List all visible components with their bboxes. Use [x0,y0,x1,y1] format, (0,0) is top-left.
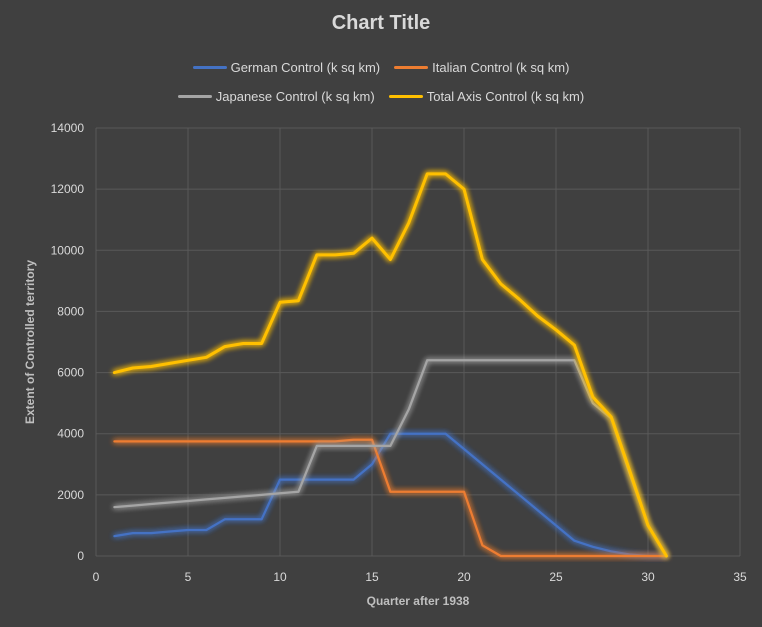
chart-title: Chart Title [331,12,431,34]
y-tick-label: 0 [77,549,84,563]
x-tick-label: 20 [457,570,471,584]
y-tick-label: 8000 [57,304,84,318]
y-tick-label: 10000 [51,243,85,257]
legend-label-total-axis: Total Axis Control (k sq km) [426,89,585,104]
x-tick-label: 30 [641,570,655,584]
legend-row-2: Japanese Control (k sq km) Total Axis Co… [0,89,762,104]
x-tick-label: 5 [185,570,192,584]
x-axis-title: Quarter after 1938 [367,594,470,608]
legend-swatch-german [192,66,227,69]
series-line-japanese [113,359,668,558]
x-tick-label: 25 [549,570,563,584]
legend-label-german: German Control (k sq km) [230,60,381,75]
x-tick-label: 15 [365,570,379,584]
y-tick-label: 2000 [57,488,84,502]
legend-label-italian: Italian Control (k sq km) [432,60,570,75]
legend: German Control (k sq km) Italian Control… [0,60,762,75]
y-tick-label: 4000 [57,427,84,441]
axes: 0 2000 4000 6000 8000 10000 12000 14000 0 5 10 15 20… [51,121,747,584]
legend-label-japanese: Japanese Control (k sq km) [215,89,375,104]
series-lines [112,172,668,558]
legend-item-german: German Control (k sq km) [192,60,381,75]
series-line-german [113,432,668,558]
legend-swatch-italian [394,66,429,69]
legend-item-italian: Italian Control (k sq km) [394,60,569,75]
gridlines [95,127,741,557]
y-tick-label: 14000 [51,121,85,135]
x-tick-label: 10 [273,570,287,584]
legend-item-japanese: Japanese Control (k sq km) [177,89,375,104]
legend-item-total-axis: Total Axis Control (k sq km) [388,89,585,104]
y-tick-label: 12000 [51,182,85,196]
legend-swatch-total-axis [388,95,423,98]
y-tick-label: 6000 [57,366,84,380]
series-line-total-axis [112,172,668,558]
x-tick-label: 0 [93,570,100,584]
series-line-italian [113,438,668,558]
legend-swatch-japanese [177,95,212,98]
x-tick-label: 35 [733,570,747,584]
y-axis-title: Extent of Controlled territory [23,260,37,424]
